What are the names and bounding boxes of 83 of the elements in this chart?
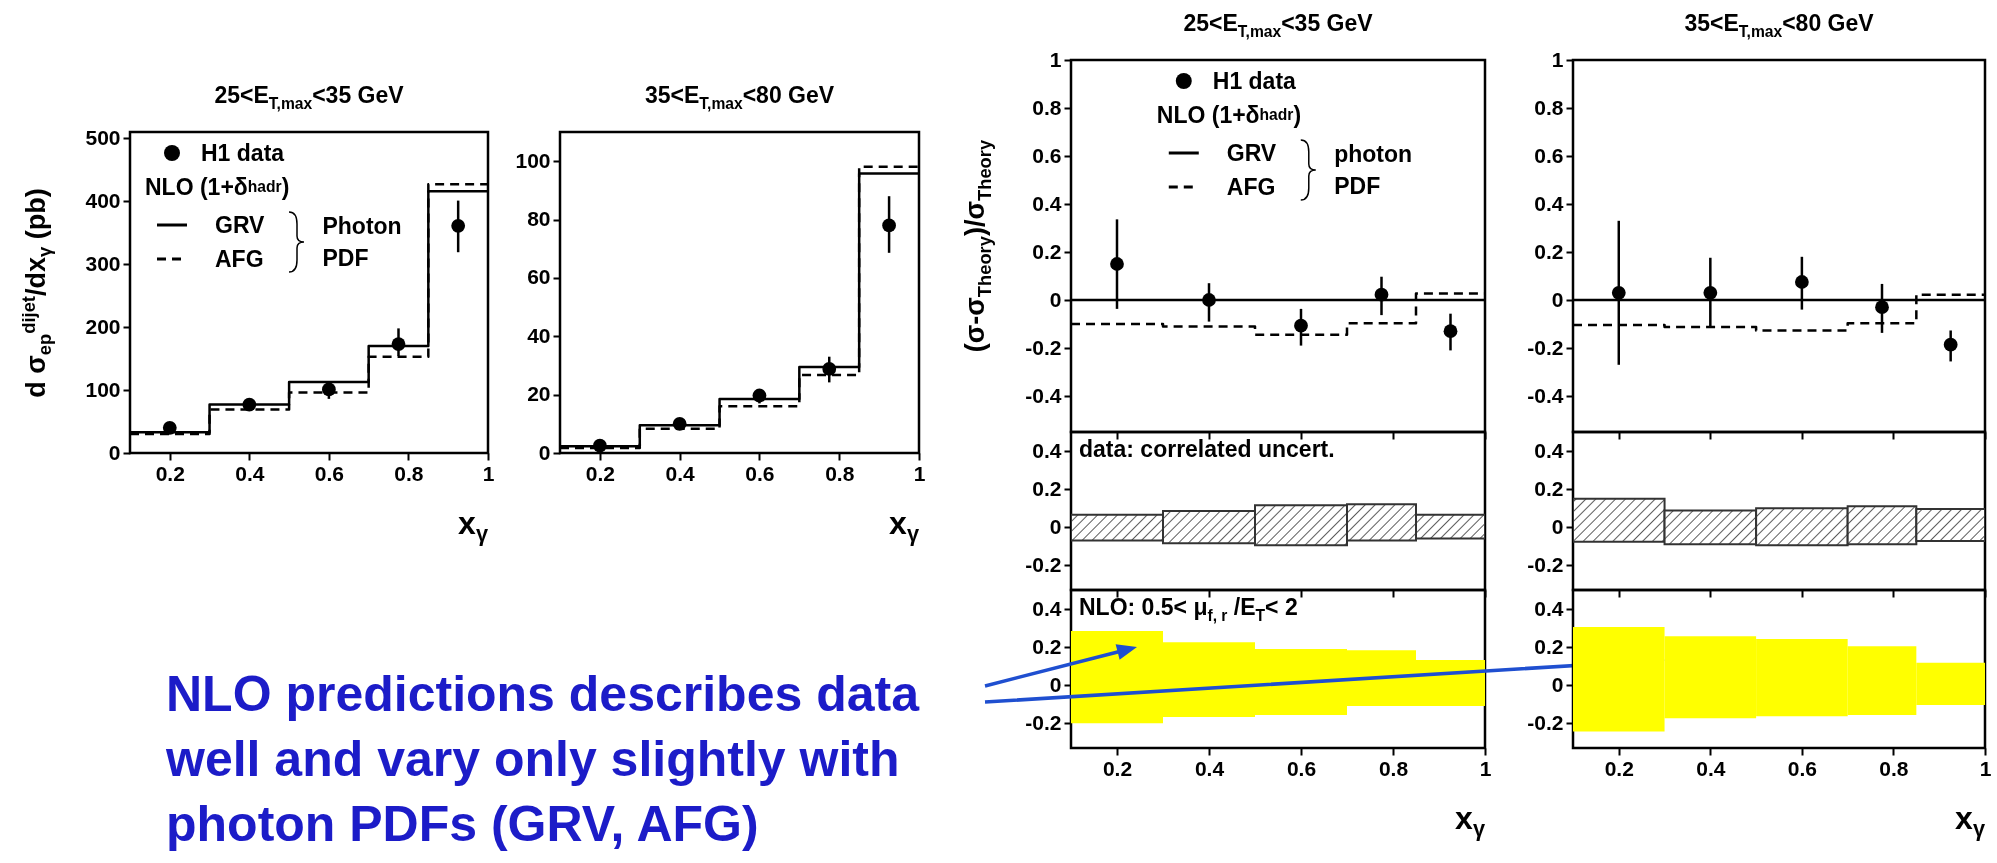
y-tick-label: 0.2: [1032, 239, 1062, 263]
x-tick-label: 0.4: [665, 461, 696, 485]
y-tick-label: 1: [1551, 47, 1564, 71]
y-tick-label: 40: [527, 323, 551, 347]
x-tick-label: 0.8: [825, 461, 855, 485]
y-tick-label: 0.4: [1032, 596, 1062, 620]
y-tick-label: 100: [515, 148, 551, 172]
y-tick-label: 0.2: [1534, 476, 1564, 500]
x-tick-label: 0.6: [1787, 756, 1817, 780]
y-tick-label: 0.2: [1032, 476, 1062, 500]
annotation: NLO: 0.5< μ$_{f, r}$ /E$_{T}$< 2: [1079, 594, 1298, 625]
legend-label: GRV: [1226, 139, 1277, 167]
y-tick-label: 0: [108, 440, 121, 464]
y-tick-label: 0.6: [1534, 143, 1564, 167]
y-tick-label: 1: [1049, 47, 1062, 71]
y-tick-label: 300: [85, 251, 121, 275]
y-tick-label: 0.4: [1032, 438, 1062, 462]
legend-label: AFG: [1226, 173, 1276, 201]
y-tick-label: 0: [1551, 672, 1564, 696]
x-tick-label: 0.6: [1286, 756, 1317, 780]
y-tick-label: 0: [1049, 514, 1062, 538]
x-tick-label: 0.2: [155, 461, 185, 485]
x-tick-label: 0.4: [1194, 756, 1225, 780]
y-tick-label: 0.8: [1534, 95, 1564, 119]
y-tick-label: 0.4: [1032, 191, 1062, 215]
chart-title: 25<E$_{T,max}$<35 GeV: [214, 82, 404, 113]
y-tick-label: 0.8: [1032, 95, 1062, 119]
chart-title: 35<E$_{T,max}$<80 GeV: [1684, 10, 1874, 41]
x-tick-label: 0.4: [1696, 756, 1726, 780]
y-tick-label: -0.2: [1527, 335, 1564, 359]
x-tick-label: 0.2: [1604, 756, 1634, 780]
y-tick-label: -0.4: [1527, 383, 1564, 407]
y-tick-label: 20: [527, 382, 551, 406]
chart-title: 35<E$_{T,max}$<80 GeV: [644, 82, 835, 113]
y-tick-label: -0.4: [1025, 383, 1062, 407]
legend-label: H1 data: [201, 139, 285, 167]
x-tick-label: 0.2: [585, 461, 615, 485]
y-tick-label: 0.6: [1032, 143, 1062, 167]
y-tick-label: -0.2: [1025, 710, 1062, 734]
x-tick-label: 1: [1479, 756, 1492, 780]
x-tick-label: 0.6: [745, 461, 775, 485]
y-tick-label: 0: [1049, 672, 1062, 696]
x-axis-title: x$_{γ}$: [1955, 800, 1985, 843]
x-tick-label: 1: [913, 461, 926, 485]
legend-label: GRV: [215, 211, 265, 239]
x-tick-label: 0.6: [314, 461, 344, 485]
y-tick-label: 0.2: [1032, 634, 1062, 658]
y-tick-label: 100: [85, 377, 121, 401]
y-tick-label: 0: [1551, 287, 1564, 311]
y-tick-label: -0.2: [1025, 552, 1062, 576]
text: NLO predictions describes data well and vary only slightly with photon PDFs (GRV, AFG): [166, 665, 921, 854]
annotation: photon PDF: [1334, 140, 1414, 201]
x-tick-label: 0.8: [1378, 756, 1409, 780]
y-tick-label: 0.2: [1534, 239, 1564, 263]
y-tick-label: -0.2: [1527, 552, 1564, 576]
x-axis-title: x$_{γ}$: [458, 505, 488, 548]
x-tick-label: 1: [1979, 756, 1992, 780]
y-tick-label: 0: [538, 440, 551, 464]
x-tick-label: 0.4: [235, 461, 265, 485]
y-tick-label: 0.4: [1534, 596, 1564, 620]
chart-title: 25<E$_{T,max}$<35 GeV: [1183, 10, 1373, 41]
y-tick-label: 60: [527, 265, 551, 289]
y-tick-label: 0.2: [1534, 634, 1564, 658]
x-tick-label: 0.2: [1102, 756, 1133, 780]
y-tick-label: 0: [1551, 514, 1564, 538]
x-tick-label: 1: [482, 461, 495, 485]
y-tick-label: -0.2: [1527, 710, 1564, 734]
annotation: data: correlated uncert.: [1079, 436, 1335, 463]
x-tick-label: 0.8: [1879, 756, 1909, 780]
y-tick-label: -0.2: [1025, 335, 1062, 359]
y-tick-label: 0: [1049, 287, 1062, 311]
y-tick-label: 400: [85, 188, 121, 212]
annotation: Photon PDF: [322, 212, 403, 273]
legend-label: H1 data: [1212, 67, 1296, 95]
y-tick-label: 0.4: [1534, 191, 1564, 215]
y-tick-label: 0.4: [1534, 438, 1564, 462]
y-tick-label: 500: [85, 125, 121, 149]
y-tick-label: 80: [527, 207, 551, 231]
x-axis-title: x$_{γ}$: [1455, 800, 1485, 843]
legend-label: AFG: [215, 245, 264, 273]
x-tick-label: 0.8: [394, 461, 424, 485]
x-axis-title: x$_{γ}$: [889, 505, 919, 548]
y-tick-label: 200: [85, 314, 121, 338]
